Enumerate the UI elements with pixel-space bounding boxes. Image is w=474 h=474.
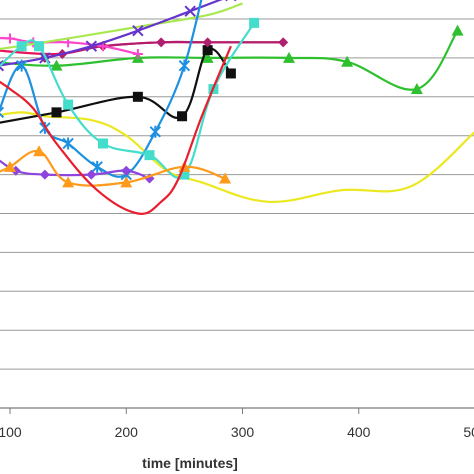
series-10-point-2: [39, 169, 50, 180]
series-layer: [0, 0, 474, 215]
series-0-line: [0, 30, 459, 91]
x-tick-label-1: 200: [115, 424, 139, 440]
series-11-point-6: [219, 172, 232, 184]
series-11-point-1: [4, 160, 16, 172]
series-1-line: [0, 111, 474, 203]
x-axis-label: time [minutes]: [142, 455, 238, 471]
series-8-point-3: [62, 137, 74, 150]
series-0-point-6: [410, 83, 423, 95]
series-7-point-2: [85, 40, 98, 52]
x-tick-label-0: 100: [0, 424, 22, 440]
series-9-point-5: [144, 150, 155, 161]
series-9-point-2: [34, 41, 45, 52]
series-8-line: [0, 0, 203, 178]
series-9-point-4: [98, 138, 108, 149]
series-10-point-3: [86, 169, 97, 180]
series-8-point-7: [178, 59, 191, 72]
series-7-line: [0, 0, 223, 67]
x-tick-labels: 100 200 300 400 500: [0, 424, 474, 440]
series-7: [0, 0, 237, 72]
series-7-point-3: [132, 24, 144, 37]
series-0-point-1: [50, 59, 63, 71]
x-tick-label-2: 300: [231, 424, 255, 440]
series-7-point-5: [225, 0, 237, 2]
series-11-point-4: [120, 176, 133, 188]
series-4-point-3: [156, 37, 167, 48]
series-7-point-0: [0, 59, 5, 72]
series-2-point-4: [202, 45, 213, 56]
series-10-point-4: [121, 165, 132, 176]
series-0-point-3: [201, 51, 214, 63]
series-12-line: [0, 45, 232, 215]
series-0-point-5: [341, 55, 354, 67]
series-4-point-4: [202, 37, 213, 48]
series-12: [0, 45, 232, 215]
series-2: [0, 45, 236, 124]
series-9-point-1: [16, 41, 27, 52]
series-2-point-5: [225, 68, 236, 79]
series-8-point-4: [91, 160, 103, 173]
gridlines: [0, 18, 474, 414]
series-11-point-2: [33, 145, 46, 157]
series-5-point-1: [5, 33, 15, 44]
series-0-point-7: [451, 24, 464, 36]
series-2-point-3: [177, 111, 188, 122]
series-8-point-0: [0, 106, 5, 119]
series-8-point-1: [15, 59, 28, 72]
x-tick-label-4: 500: [463, 424, 474, 440]
series-8: [0, 0, 203, 181]
series-2-point-1: [51, 107, 62, 118]
series-0: [0, 24, 464, 95]
series-9-point-3: [63, 99, 74, 110]
series-9-point-6: [179, 169, 190, 180]
series-2-point-2: [132, 91, 143, 102]
series-11-point-3: [62, 176, 75, 188]
series-9-point-8: [249, 17, 260, 28]
series-1: [0, 111, 474, 203]
x-tick-label-3: 400: [347, 424, 371, 440]
series-5-point-5: [132, 49, 143, 60]
series-4-point-5: [278, 37, 289, 48]
series-8-point-6: [149, 125, 162, 138]
series-0-point-4: [283, 51, 295, 63]
series-7-point-4: [184, 5, 196, 17]
